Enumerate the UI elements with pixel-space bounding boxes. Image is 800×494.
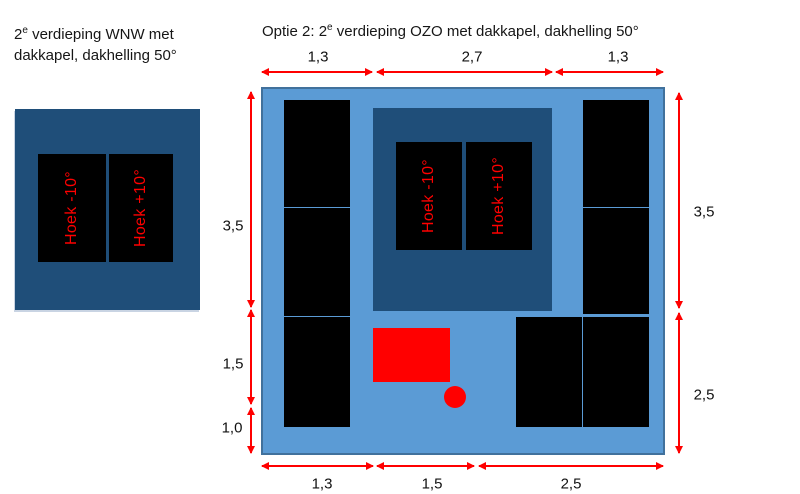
red-obstacle-dot [444,386,466,408]
dim-label-bottom-1: 1,3 [311,475,333,493]
dim-arrow-bottom-1 [261,462,374,470]
dim-label-left-2: 1,5 [222,355,244,373]
dim-arrow-right-1 [675,92,683,309]
dim-arrow-right-2 [675,312,683,454]
wnw-title-sup: e [22,25,28,36]
ozo-title-rest: verdieping OZO met dakkapel, dakhelling … [332,23,639,40]
panel-angle-label: Hoek -10° [420,158,437,234]
dim-label-top-1: 1,3 [307,48,329,66]
dim-label-top-3: 1,3 [607,48,629,66]
dim-label-left-3: 1,0 [221,419,243,437]
dim-arrow-left-3 [247,407,255,454]
dim-arrow-bottom-3 [478,462,664,470]
ozo-panel-right-2 [583,208,649,314]
dim-arrow-bottom-2 [376,462,475,470]
wnw-diagram-title: 2e verdieping WNW met dakkapel, dakhelli… [14,24,224,66]
dim-label-bottom-3: 2,5 [560,475,582,493]
dim-label-right-1: 3,5 [693,203,715,221]
ozo-panel-bottomright-2 [583,317,649,427]
panel-angle-label: Hoek +10° [490,156,508,236]
dim-label-bottom-2: 1,5 [421,475,443,493]
dim-label-right-2: 2,5 [693,386,715,404]
dim-arrow-left-1 [247,91,255,308]
dormer-panel-plus10: Hoek +10° [466,142,532,250]
dim-arrow-top-2 [376,68,553,76]
ozo-panel-left-3 [284,317,350,427]
ozo-title-sup: e [327,22,333,33]
panel-angle-label: Hoek +10° [132,168,150,248]
wnw-title-pre: 2 [14,26,23,43]
dim-label-top-2: 2,7 [461,48,483,66]
wnw-panel-minus10: Hoek -10° [38,154,106,262]
red-obstacle-rect [373,328,450,382]
wnw-title-rest: verdieping WNW met dakkapel, dakhelling … [14,26,177,64]
dim-arrow-top-1 [261,68,373,76]
dim-arrow-top-3 [555,68,664,76]
panel-angle-label: Hoek -10° [63,170,80,246]
ozo-diagram-title: Optie 2: 2e verdieping OZO met dakkapel,… [262,21,639,42]
ozo-panel-right-1 [583,100,649,207]
ozo-panel-bottomright-1 [516,317,582,427]
dim-arrow-left-2 [247,309,255,405]
ozo-panel-left-2 [284,208,350,316]
dormer-panel-minus10: Hoek -10° [396,142,462,250]
ozo-panel-left-1 [284,100,350,207]
ozo-title-pre: Optie 2: 2 [262,23,328,40]
wnw-panel-plus10: Hoek +10° [109,154,173,262]
dim-label-left-1: 3,5 [222,217,244,235]
